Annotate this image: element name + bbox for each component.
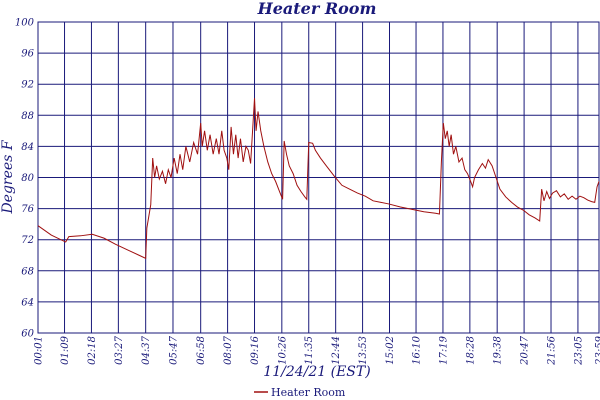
y-axis-ticks: 60 64 68 72 76 80 84 88 92 96 100 xyxy=(15,18,35,340)
y-tick-label: 88 xyxy=(21,111,34,122)
y-tick-label: 64 xyxy=(21,297,34,308)
y-tick-label: 80 xyxy=(21,173,34,184)
chart-title: Heater Room xyxy=(257,0,377,18)
x-tick-label: 08:07 xyxy=(223,335,234,364)
x-tick-label: 09:16 xyxy=(250,335,261,364)
x-tick-label: 11:35 xyxy=(304,336,315,365)
x-tick-label: 21:56 xyxy=(547,335,558,365)
y-tick-label: 96 xyxy=(21,49,34,60)
x-tick-label: 13:53 xyxy=(358,336,369,365)
y-tick-label: 100 xyxy=(15,18,35,29)
y-tick-label: 84 xyxy=(21,142,34,153)
x-tick-label: 02:18 xyxy=(87,336,98,365)
y-tick-label: 76 xyxy=(21,204,34,215)
x-tick-label: 03:27 xyxy=(114,335,125,364)
x-axis-ticks: 00:01 01:09 02:18 03:27 04:37 05:47 06:58 08:07… xyxy=(34,335,600,365)
y-tick-label: 92 xyxy=(21,80,34,91)
y-tick-label: 68 xyxy=(21,266,34,277)
x-tick-label: 00:01 xyxy=(34,336,45,365)
x-tick-label: 19:38 xyxy=(493,336,504,365)
x-tick-label: 15:02 xyxy=(385,336,396,365)
y-tick-label: 72 xyxy=(21,235,34,246)
x-tick-label: 01:09 xyxy=(60,335,71,364)
legend-label: Heater Room xyxy=(271,386,346,399)
x-tick-label: 23:05 xyxy=(573,336,584,366)
x-tick-label: 05:47 xyxy=(168,335,179,364)
x-tick-label: 10:26 xyxy=(277,335,288,364)
x-tick-label: 12:44 xyxy=(331,336,342,365)
x-tick-label: 16:10 xyxy=(412,335,423,364)
x-tick-label: 23:59 xyxy=(595,335,600,365)
y-tick-label: 60 xyxy=(21,329,34,340)
x-tick-label: 06:58 xyxy=(196,336,207,365)
x-tick-label: 20:47 xyxy=(520,335,531,365)
y-axis-title: Degrees F xyxy=(0,139,16,214)
x-tick-label: 17:19 xyxy=(438,335,449,364)
grid-layer xyxy=(37,21,600,334)
series-layer xyxy=(37,98,600,260)
x-tick-label: 18:28 xyxy=(465,336,476,365)
x-axis-title: 11/24/21 (EST) xyxy=(263,364,370,380)
legend: Heater Room xyxy=(254,386,346,399)
x-tick-label: 04:37 xyxy=(141,335,152,364)
series-line-heater-room xyxy=(37,98,600,260)
